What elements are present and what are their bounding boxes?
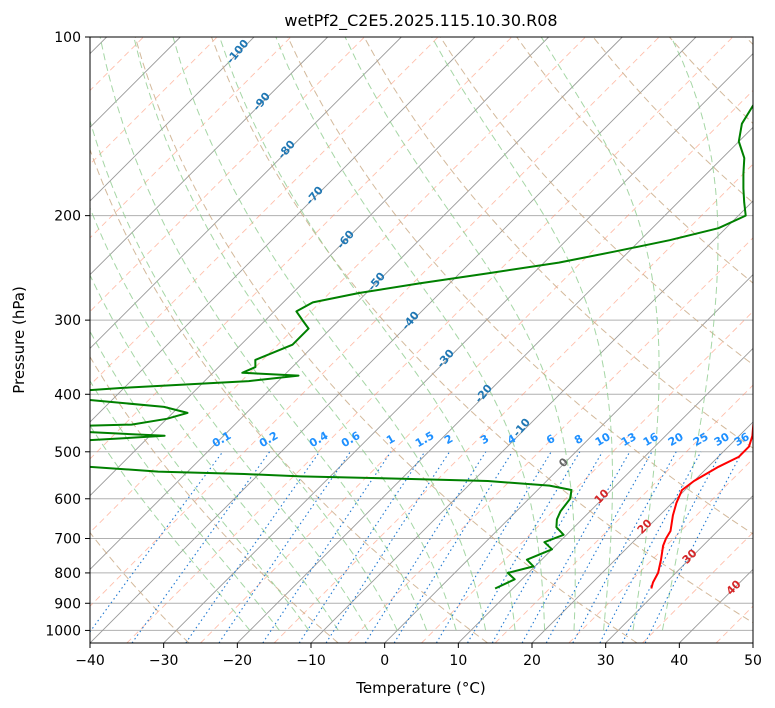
skewed-isotherm-grid: [90, 37, 623, 570]
y-tick-label: 600: [54, 492, 81, 508]
dewpoint-profile-line: [90, 103, 753, 590]
dry-adiabat: [211, 37, 753, 624]
isotherm-line: [642, 531, 753, 643]
isotherm-line: [90, 37, 292, 239]
y-tick-label: 800: [54, 566, 81, 582]
y-tick-label: 500: [54, 445, 81, 461]
y-tick-label: 1000: [45, 623, 81, 639]
dry-adiabat: [134, 37, 638, 643]
moist-adiabat: [540, 37, 660, 631]
moist-adiabat: [133, 37, 457, 631]
x-tick-label: −10: [296, 653, 326, 669]
mixing-ratio-line: [364, 451, 487, 643]
skewed-isotherm-grid: [90, 37, 476, 423]
dry-adiabat: [439, 37, 753, 366]
isotherm-line: [421, 310, 753, 643]
y-tick-label: 100: [54, 30, 81, 46]
skewed-isotherm-grid: [605, 495, 753, 643]
isotherm-line: [90, 37, 365, 313]
x-tick-label: −40: [75, 653, 105, 669]
moist-adiabat: [431, 37, 613, 631]
moist-adiabat: [90, 379, 280, 631]
skewed-isotherm-grid: [458, 347, 753, 643]
moist-adiabat: [90, 119, 398, 631]
isotherm-line: [90, 37, 660, 607]
dry-adiabat: [287, 37, 753, 535]
x-tick-label: 50: [744, 653, 762, 669]
isotherm-line: [90, 37, 218, 165]
x-tick-label: 10: [449, 653, 467, 669]
y-tick-label: 400: [54, 387, 81, 403]
isotherm-line: [90, 37, 439, 386]
moist-adiabat: [90, 206, 369, 631]
skewed-isotherm-grid: [90, 37, 549, 497]
isotherm-line: [90, 37, 586, 534]
y-axis-title: Pressure (hPa): [10, 286, 28, 394]
dry-adiabat: [516, 37, 753, 284]
x-tick-label: −20: [223, 653, 253, 669]
skewed-isotherm-grid: [237, 126, 753, 643]
y-axis: 100 200 300 400 500 600 700 800 900 1000: [45, 30, 90, 639]
background-lines: [90, 37, 753, 643]
skewed-isotherm-grid: [163, 53, 753, 643]
x-tick-label: −30: [149, 653, 179, 669]
series-layer: [90, 103, 753, 590]
isotherm-line: [347, 237, 753, 643]
isotherm-line: [200, 89, 753, 643]
moist-adiabat: [90, 424, 251, 631]
moist-adiabat: [90, 274, 339, 631]
mixing-ratio-line: [262, 451, 392, 643]
skewed-isotherm-grid: [90, 37, 255, 202]
skewed-isotherm-grid: [384, 274, 753, 643]
isotherm-line: [126, 37, 734, 643]
mixing-ratio-line: [298, 451, 426, 643]
mixing-ratio-line: [325, 451, 451, 643]
mixing-ratio-line: [572, 451, 677, 643]
y-tick-label: 300: [54, 313, 81, 329]
x-tick-label: 20: [523, 653, 541, 669]
y-tick-label: 200: [54, 209, 81, 225]
y-tick-label: 900: [54, 596, 81, 612]
y-tick-label: 700: [54, 532, 81, 548]
skewed-isotherm-grid: [531, 421, 753, 643]
x-axis: −40 −30 −20 −10 0 10 20 30 40 50: [75, 643, 762, 669]
x-tick-label: 40: [670, 653, 688, 669]
mixing-ratio-line: [218, 451, 351, 643]
chart-title: wetPf2_C2E5.2025.115.10.30.R08: [284, 11, 557, 31]
x-axis-title: Temperature (°C): [355, 679, 485, 697]
mixing-ratio-line: [599, 451, 702, 643]
mixing-ratio-line: [185, 451, 321, 643]
moist-adiabat: [661, 37, 719, 631]
mixing-ratio-line: [393, 451, 513, 643]
plot-frame: [89, 36, 754, 644]
isotherm-line: [90, 37, 513, 460]
skewed-isotherm-grid: [90, 37, 697, 643]
moist-adiabat: [219, 37, 516, 631]
skewed-isotherm-grid: [90, 37, 402, 349]
mixing-ratio-line: [467, 451, 581, 643]
x-tick-label: 0: [380, 653, 389, 669]
temperature-profile-line: [650, 422, 753, 589]
skewed-isotherm-grid: [90, 37, 328, 276]
isotherm-line: [273, 163, 753, 643]
isotherm-line: [568, 458, 753, 643]
mixing-ratio-line: [435, 451, 552, 643]
moist-adiabat: [275, 37, 546, 631]
isotherm-line: [494, 384, 753, 643]
moist-adiabat: [172, 37, 487, 631]
x-tick-label: 30: [597, 653, 615, 669]
dry-adiabat: [90, 531, 190, 643]
dry-adiabat: [90, 148, 488, 643]
